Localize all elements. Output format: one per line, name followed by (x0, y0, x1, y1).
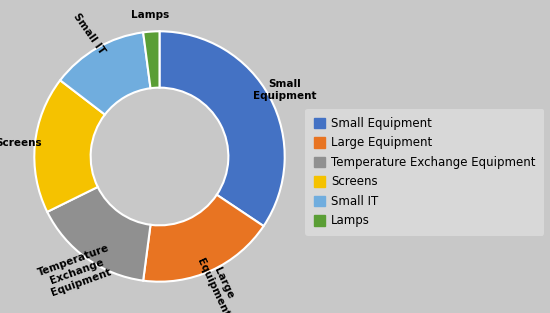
Legend: Small Equipment, Large Equipment, Temperature Exchange Equipment, Screens, Small: Small Equipment, Large Equipment, Temper… (305, 109, 544, 236)
Wedge shape (60, 32, 151, 115)
Wedge shape (143, 195, 263, 282)
Wedge shape (47, 187, 151, 281)
Text: Temperature
Exchange
Equipment: Temperature Exchange Equipment (36, 243, 118, 300)
Text: Screens: Screens (0, 138, 42, 148)
Wedge shape (143, 31, 160, 88)
Text: Small
Equipment: Small Equipment (252, 79, 316, 100)
Wedge shape (160, 31, 285, 226)
Wedge shape (34, 80, 105, 212)
Text: Large
Equipment: Large Equipment (195, 252, 241, 313)
Text: Small IT: Small IT (71, 12, 107, 56)
Text: Lamps: Lamps (131, 10, 169, 20)
